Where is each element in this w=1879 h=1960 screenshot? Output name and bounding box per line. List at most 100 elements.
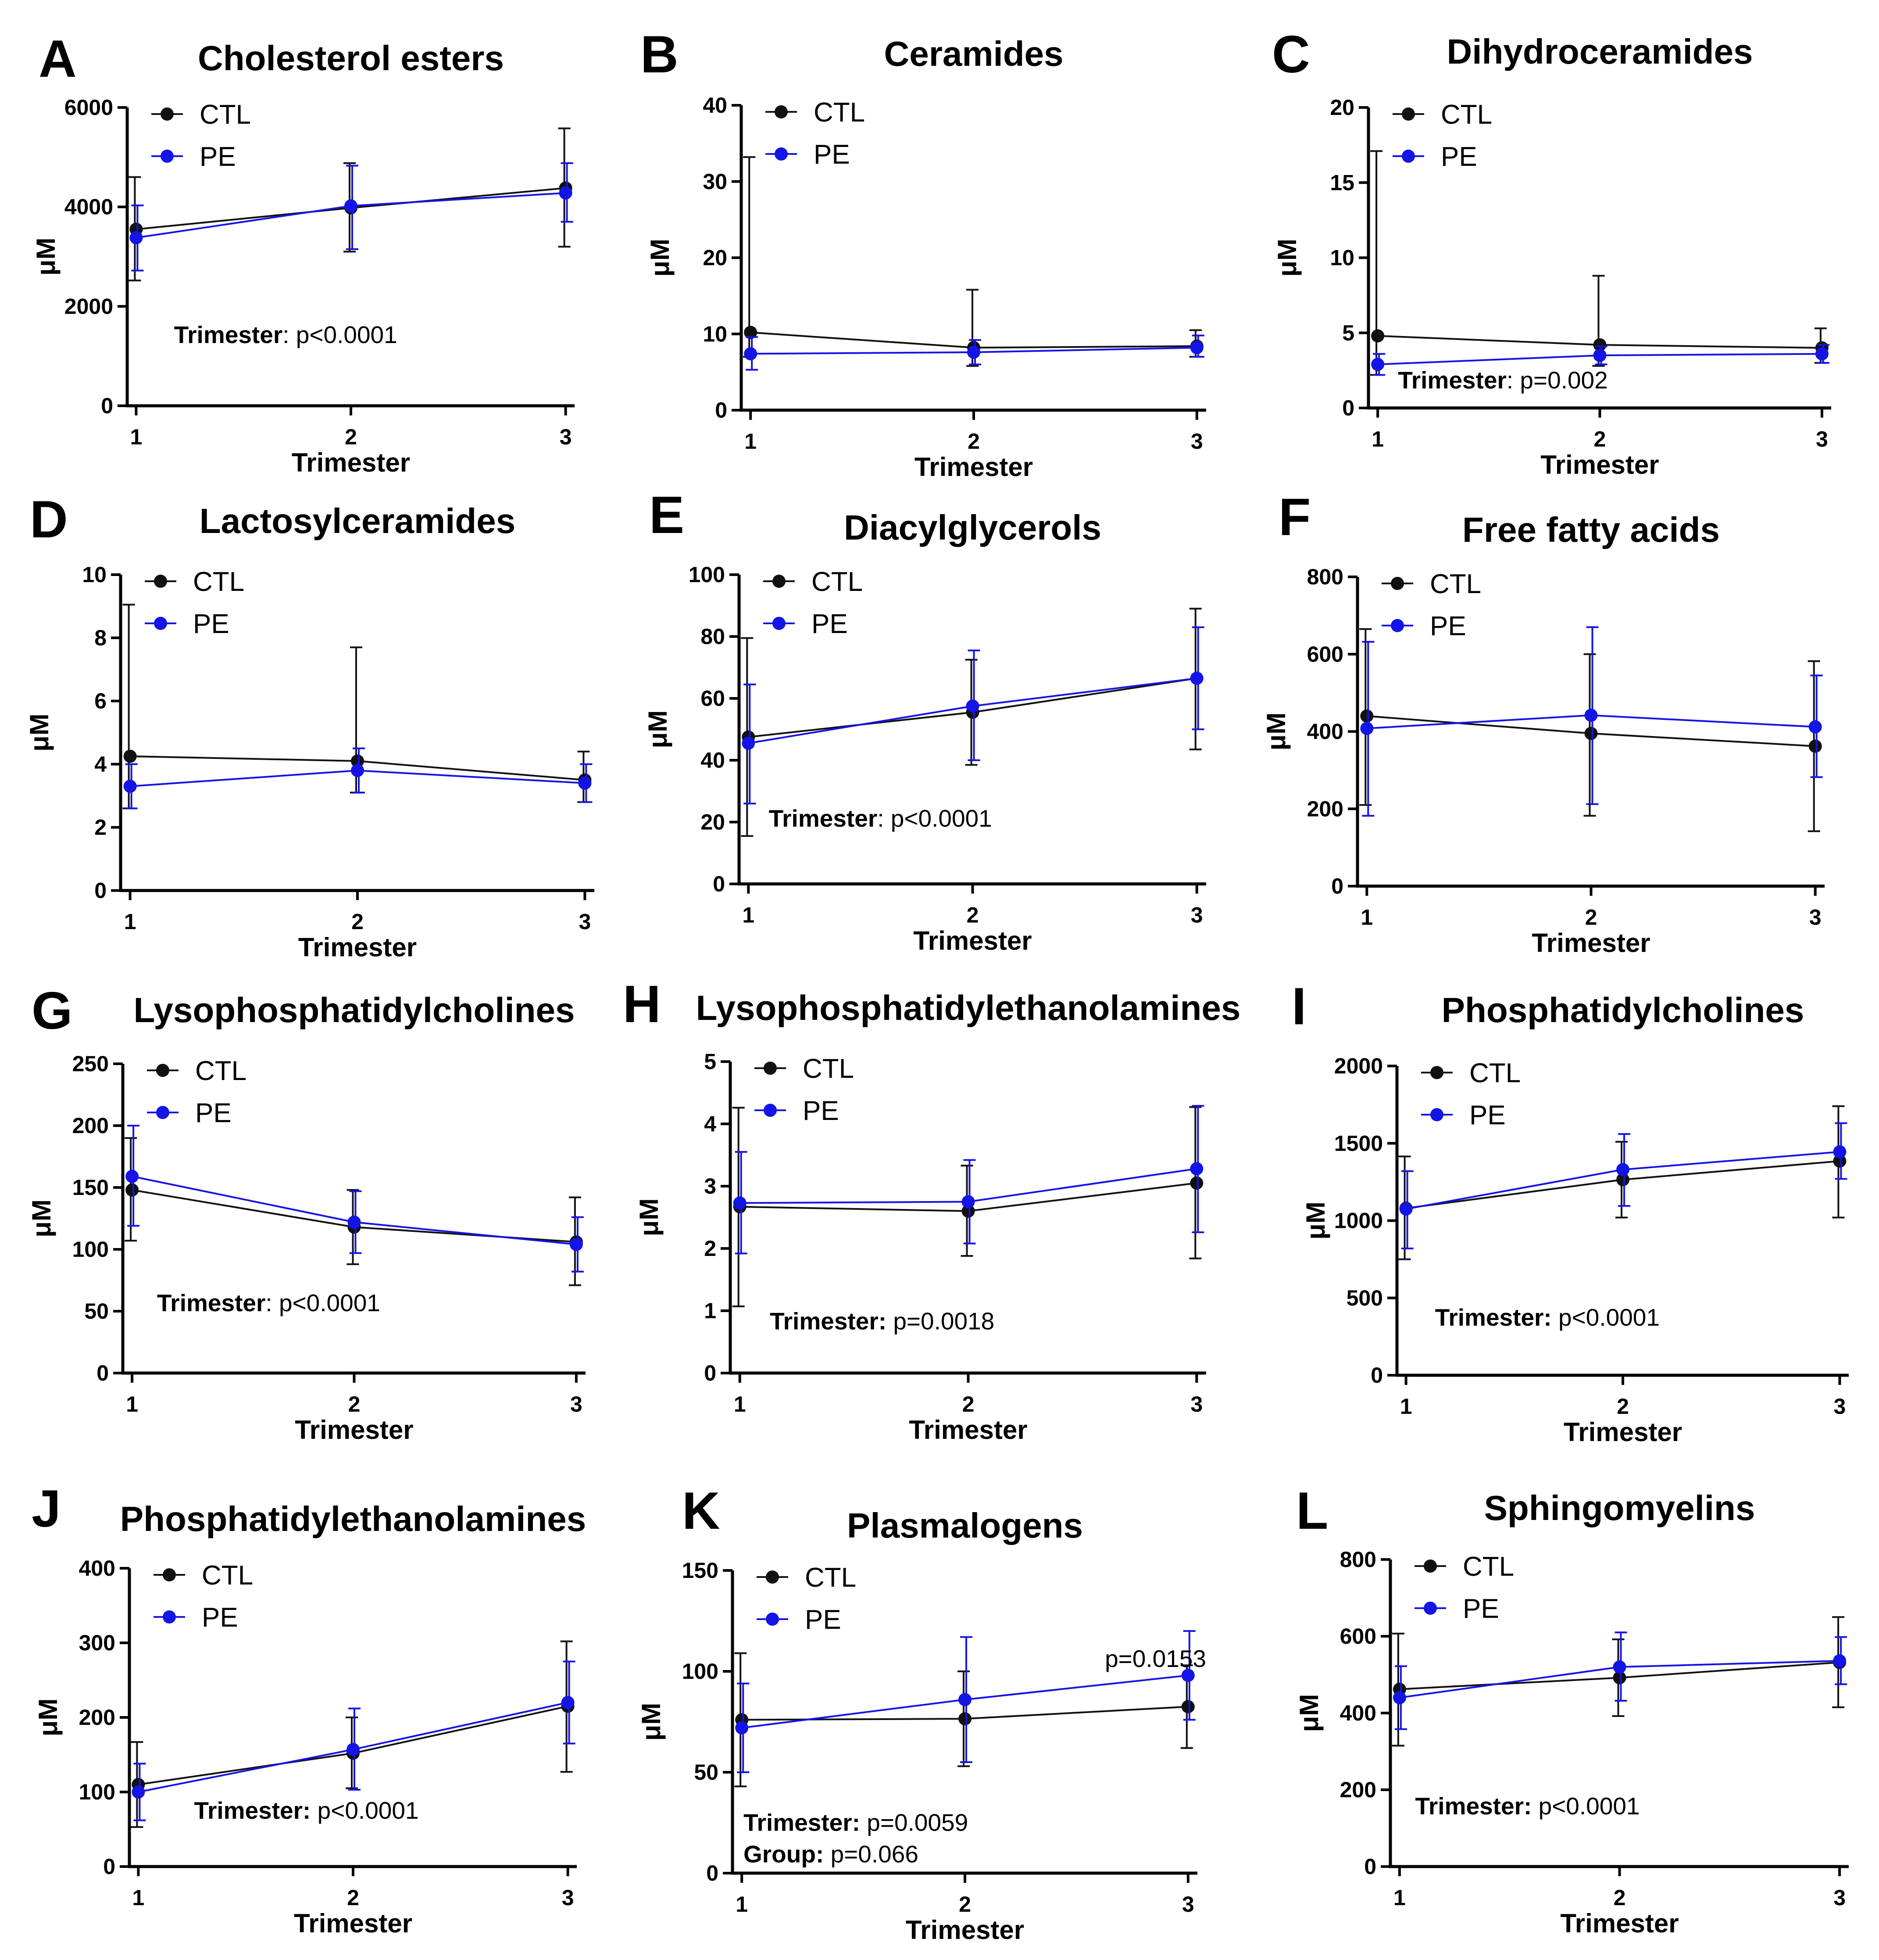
y-axis-label: μM	[1301, 1202, 1330, 1240]
panel-e: E Diacylglycerols 0 20 40 60 80 100 1 2 3 Trimester…	[643, 486, 1206, 955]
panel-title: Lactosylceramides	[200, 501, 515, 540]
x-tick-label: 3	[1182, 1892, 1194, 1917]
legend-marker-pe	[1424, 1602, 1437, 1615]
legend-label-pe: PE	[1463, 1594, 1499, 1624]
y-tick-label: 100	[689, 562, 725, 587]
data-point	[742, 737, 755, 750]
y-tick-label: 8	[94, 626, 107, 650]
legend-label-ctl: CTL	[1469, 1058, 1521, 1088]
y-tick-label: 800	[1307, 565, 1343, 589]
panel-letter: H	[623, 975, 661, 1034]
x-tick-label: 2	[345, 425, 357, 449]
x-tick-label: 2	[348, 1392, 361, 1416]
series-ctl	[1398, 1105, 1847, 1260]
series-pe	[744, 334, 1204, 371]
y-tick-label: 10	[1330, 246, 1354, 270]
panel-letter: A	[39, 29, 77, 88]
y-tick-label: 0	[715, 398, 727, 422]
x-tick-label: 1	[1372, 427, 1384, 451]
legend-marker-ctl	[764, 1062, 777, 1075]
legend-marker-ctl	[772, 575, 786, 588]
legend-marker-pe	[766, 1613, 779, 1626]
legend-marker-ctl	[775, 105, 788, 118]
y-axis-label: μM	[1261, 712, 1291, 751]
legend: CTL PE	[757, 1563, 856, 1635]
legend: CTL PE	[1393, 100, 1492, 172]
legend-label-pe: PE	[193, 609, 229, 639]
y-tick-label: 40	[703, 93, 727, 118]
data-point	[578, 776, 592, 790]
legend-label-pe: PE	[195, 1098, 232, 1128]
series-pe	[742, 626, 1204, 805]
y-tick-label: 1	[704, 1298, 716, 1323]
y-tick-label: 5	[704, 1049, 716, 1074]
x-axis-label: Trimester	[294, 1909, 412, 1938]
legend-label-ctl: CTL	[200, 100, 251, 130]
y-tick-label: 1000	[1334, 1209, 1383, 1233]
data-point	[347, 1743, 360, 1756]
x-axis-label: Trimester	[1560, 1909, 1679, 1938]
y-tick-label: 100	[79, 1780, 115, 1804]
panel-title: Dihydroceramides	[1447, 32, 1753, 71]
legend-label-ctl: CTL	[803, 1054, 854, 1084]
legend: CTL PE	[145, 567, 244, 639]
x-tick-label: 3	[1809, 905, 1822, 930]
series-pe	[125, 1125, 584, 1273]
data-point	[744, 347, 757, 361]
y-tick-label: 0	[1331, 874, 1343, 898]
panel-letter: J	[32, 1479, 61, 1538]
series-pe	[123, 748, 593, 809]
stat-annotation: Trimester: p=0.0059	[743, 1809, 968, 1836]
x-tick-label: 3	[1833, 1885, 1846, 1910]
panel-title: Phosphatidylcholines	[1442, 991, 1804, 1030]
panel-letter: C	[1272, 25, 1310, 84]
data-point	[351, 754, 364, 768]
y-axis-label: μM	[643, 710, 672, 748]
data-point	[1808, 739, 1822, 753]
series-pe	[1399, 1122, 1847, 1249]
y-axis-label: μM	[636, 1703, 666, 1741]
panel-title: Plasmalogens	[847, 1506, 1083, 1545]
series-ctl	[741, 608, 1204, 837]
series-pe	[735, 1630, 1196, 1773]
y-axis-label: μM	[25, 714, 54, 752]
legend-marker-ctl	[1391, 577, 1404, 590]
legend-label-ctl: CTL	[1441, 100, 1492, 130]
data-point	[735, 1721, 749, 1735]
panel-f: F Free fatty acids 0 200 400 600 800 1 2 3 Trimest…	[1261, 488, 1825, 958]
x-tick-label: 2	[968, 429, 980, 454]
series-pe	[733, 1105, 1204, 1255]
y-tick-label: 400	[1307, 719, 1343, 744]
panel-l: L Sphingomyelins 0 200 400 600 800 1 2 3 Trimester…	[1294, 1481, 1849, 1938]
y-tick-label: 400	[79, 1556, 115, 1581]
legend-label-ctl: CTL	[811, 567, 863, 597]
corner-note: p=0.0153	[1105, 1645, 1206, 1672]
data-point	[1616, 1173, 1629, 1187]
y-tick-label: 200	[72, 1113, 109, 1138]
y-tick-label: 500	[1347, 1286, 1383, 1310]
legend-label-ctl: CTL	[202, 1560, 253, 1591]
x-tick-label: 2	[962, 1392, 975, 1416]
series-ctl	[1370, 150, 1829, 376]
stat-value: : p<0.0001	[265, 1289, 380, 1316]
legend: CTL PE	[151, 100, 251, 172]
panel-title: Diacylglycerols	[844, 508, 1101, 547]
series-line	[132, 1175, 577, 1245]
x-tick-label: 3	[1190, 1392, 1203, 1416]
y-tick-label: 200	[1340, 1778, 1376, 1802]
legend-marker-pe	[156, 1106, 169, 1119]
legend-marker-ctl	[766, 1570, 779, 1584]
data-point	[1808, 720, 1822, 733]
legend-label-pe: PE	[1441, 142, 1477, 172]
x-axis-label: Trimester	[1564, 1417, 1682, 1447]
data-point	[125, 1183, 139, 1197]
y-tick-label: 40	[700, 748, 725, 773]
legend: CTL PE	[754, 1054, 854, 1126]
x-axis-label: Trimester	[292, 448, 410, 477]
stat-value: p=0.066	[824, 1840, 918, 1867]
legend-label-pe: PE	[803, 1096, 839, 1126]
data-point	[1190, 1162, 1204, 1176]
x-tick-label: 3	[579, 909, 591, 934]
data-point	[1593, 338, 1607, 352]
y-axis-label: μM	[27, 1199, 56, 1238]
